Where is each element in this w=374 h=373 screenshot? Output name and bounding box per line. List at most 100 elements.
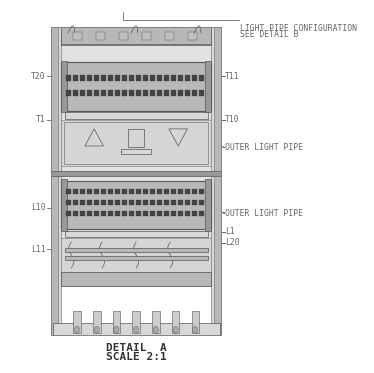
Bar [199, 189, 204, 194]
Bar [101, 189, 106, 194]
Bar [214, 27, 221, 335]
Bar [205, 179, 211, 231]
Bar [178, 75, 183, 81]
Bar [64, 122, 208, 164]
Bar [61, 62, 211, 111]
Bar [94, 90, 99, 96]
Bar [101, 211, 106, 216]
Bar [164, 211, 169, 216]
Bar [122, 189, 127, 194]
Text: T11: T11 [225, 72, 239, 81]
Bar [61, 120, 211, 166]
Bar [129, 189, 134, 194]
Bar [64, 231, 208, 237]
Bar [115, 75, 120, 81]
Bar [94, 189, 99, 194]
Bar [143, 189, 148, 194]
Bar [87, 211, 92, 216]
Bar [205, 61, 211, 112]
Bar [122, 211, 127, 216]
Ellipse shape [94, 326, 99, 333]
Bar [152, 311, 160, 333]
Bar [87, 75, 92, 81]
Bar [101, 75, 106, 81]
Bar [157, 75, 162, 81]
Bar [199, 75, 204, 81]
Bar [199, 211, 204, 216]
Bar [164, 90, 169, 96]
Bar [188, 32, 197, 40]
Bar [108, 189, 113, 194]
Bar [199, 90, 204, 96]
Text: T1: T1 [36, 115, 46, 124]
Bar [192, 200, 197, 205]
Bar [66, 189, 71, 194]
Bar [119, 32, 128, 40]
Bar [171, 189, 176, 194]
Bar [192, 90, 197, 96]
Bar [66, 200, 71, 205]
Bar [157, 200, 162, 205]
Bar [61, 173, 211, 286]
Bar [211, 27, 214, 335]
Bar [61, 272, 211, 286]
Ellipse shape [153, 326, 159, 333]
Bar [80, 189, 85, 194]
Bar [132, 311, 140, 333]
Bar [73, 75, 78, 81]
Ellipse shape [173, 326, 178, 333]
Bar [51, 171, 221, 176]
Bar [101, 90, 106, 96]
Bar [61, 27, 211, 45]
Bar [94, 211, 99, 216]
Bar [178, 189, 183, 194]
Bar [150, 200, 155, 205]
Text: OUTER LIGHT PIPE: OUTER LIGHT PIPE [225, 209, 303, 218]
Bar [157, 189, 162, 194]
Bar [108, 211, 113, 216]
Bar [185, 211, 190, 216]
Bar [192, 75, 197, 81]
Bar [172, 311, 179, 333]
Bar [61, 27, 211, 173]
Bar [129, 75, 134, 81]
Bar [96, 32, 105, 40]
Text: OUTER LIGHT PIPE: OUTER LIGHT PIPE [225, 143, 303, 152]
Bar [185, 200, 190, 205]
Bar [150, 90, 155, 96]
Bar [185, 75, 190, 81]
Bar [115, 189, 120, 194]
Text: T20: T20 [31, 72, 46, 81]
Bar [136, 200, 141, 205]
Bar [115, 90, 120, 96]
Bar [178, 200, 183, 205]
Bar [87, 90, 92, 96]
Bar [192, 211, 197, 216]
Bar [171, 211, 176, 216]
Bar [165, 32, 174, 40]
Text: T10: T10 [225, 115, 239, 124]
Bar [51, 27, 221, 335]
Bar [51, 27, 58, 335]
Bar [108, 200, 113, 205]
Bar [80, 75, 85, 81]
Bar [66, 211, 71, 216]
Text: DETAIL  A: DETAIL A [106, 343, 166, 353]
Bar [143, 75, 148, 81]
Ellipse shape [114, 326, 119, 333]
Bar [61, 61, 67, 112]
Bar [142, 32, 151, 40]
Text: SCALE 2:1: SCALE 2:1 [106, 352, 166, 362]
Bar [122, 75, 127, 81]
Bar [191, 311, 199, 333]
Bar [178, 90, 183, 96]
Bar [64, 248, 208, 252]
Bar [66, 90, 71, 96]
Bar [136, 75, 141, 81]
Bar [164, 75, 169, 81]
Bar [73, 32, 82, 40]
Bar [61, 179, 67, 231]
Bar [73, 200, 78, 205]
Text: LIGHT PIPE CONFIGURATION: LIGHT PIPE CONFIGURATION [240, 23, 357, 32]
Bar [61, 238, 211, 272]
